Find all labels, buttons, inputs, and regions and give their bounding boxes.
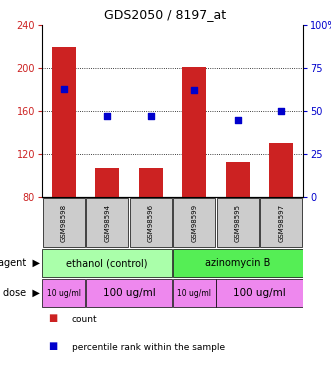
Point: [148, 113, 153, 119]
Text: 100 ug/ml: 100 ug/ml: [233, 288, 286, 298]
Text: agent  ▶: agent ▶: [0, 258, 40, 268]
Bar: [42, 249, 172, 277]
Text: ethanol (control): ethanol (control): [67, 258, 148, 268]
Bar: [226, 162, 250, 197]
Bar: [269, 143, 293, 197]
Point: [192, 87, 197, 93]
Point: [235, 117, 240, 123]
Text: GSM98598: GSM98598: [61, 203, 67, 242]
Point: [61, 86, 67, 92]
Bar: [173, 249, 303, 277]
Text: ■: ■: [49, 313, 58, 323]
Bar: [139, 168, 163, 197]
Text: 10 ug/ml: 10 ug/ml: [47, 288, 81, 297]
Bar: [95, 168, 119, 197]
Point: [105, 113, 110, 119]
Text: azinomycin B: azinomycin B: [205, 258, 270, 268]
Text: GDS2050 / 8197_at: GDS2050 / 8197_at: [105, 8, 226, 21]
Bar: [217, 198, 259, 247]
Text: 10 ug/ml: 10 ug/ml: [177, 288, 211, 297]
Bar: [52, 46, 76, 197]
Bar: [42, 279, 85, 307]
Text: count: count: [72, 315, 97, 324]
Bar: [260, 198, 302, 247]
Bar: [173, 279, 215, 307]
Bar: [182, 67, 206, 197]
Bar: [86, 198, 128, 247]
Text: GSM98599: GSM98599: [191, 203, 197, 242]
Text: GSM98595: GSM98595: [235, 204, 241, 242]
Point: [279, 108, 284, 114]
Text: GSM98596: GSM98596: [148, 203, 154, 242]
Bar: [173, 198, 215, 247]
Text: 100 ug/ml: 100 ug/ml: [103, 288, 155, 298]
Bar: [216, 279, 303, 307]
Bar: [43, 198, 85, 247]
Bar: [130, 198, 172, 247]
Text: GSM98597: GSM98597: [278, 203, 284, 242]
Text: percentile rank within the sample: percentile rank within the sample: [72, 343, 225, 352]
Text: GSM98594: GSM98594: [104, 204, 110, 242]
Text: dose  ▶: dose ▶: [3, 288, 40, 298]
Text: ■: ■: [49, 341, 58, 351]
Bar: [86, 279, 172, 307]
